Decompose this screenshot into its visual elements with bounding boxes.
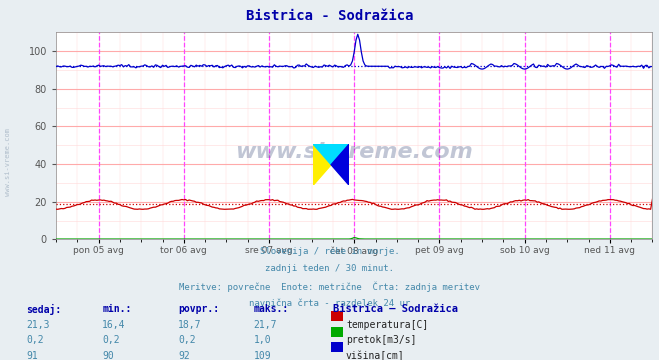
Text: Bistrica – Sodražica: Bistrica – Sodražica [333, 304, 458, 314]
Text: temperatura[C]: temperatura[C] [346, 320, 428, 330]
Text: zadnji teden / 30 minut.: zadnji teden / 30 minut. [265, 264, 394, 273]
Text: 0,2: 0,2 [26, 335, 44, 345]
Text: Slovenija / reke in morje.: Slovenija / reke in morje. [260, 247, 399, 256]
Text: navpična črta - razdelek 24 ur: navpična črta - razdelek 24 ur [249, 298, 410, 308]
Text: 21,7: 21,7 [254, 320, 277, 330]
Text: 18,7: 18,7 [178, 320, 202, 330]
Text: maks.:: maks.: [254, 304, 289, 314]
Polygon shape [313, 144, 331, 185]
Text: 0,2: 0,2 [178, 335, 196, 345]
Text: pretok[m3/s]: pretok[m3/s] [346, 335, 416, 345]
Text: 1,0: 1,0 [254, 335, 272, 345]
Text: 90: 90 [102, 351, 114, 360]
Text: Meritve: povrečne  Enote: metrične  Črta: zadnja meritev: Meritve: povrečne Enote: metrične Črta: … [179, 281, 480, 292]
Text: 21,3: 21,3 [26, 320, 50, 330]
Text: sedaj:: sedaj: [26, 304, 61, 315]
Text: 109: 109 [254, 351, 272, 360]
Text: višina[cm]: višina[cm] [346, 351, 405, 360]
Text: 16,4: 16,4 [102, 320, 126, 330]
Text: 0,2: 0,2 [102, 335, 120, 345]
Text: 91: 91 [26, 351, 38, 360]
Text: povpr.:: povpr.: [178, 304, 219, 314]
Text: min.:: min.: [102, 304, 132, 314]
Text: Bistrica - Sodražica: Bistrica - Sodražica [246, 9, 413, 23]
Text: www.si-vreme.com: www.si-vreme.com [5, 128, 11, 196]
Text: www.si-vreme.com: www.si-vreme.com [235, 143, 473, 162]
Polygon shape [331, 144, 349, 185]
Polygon shape [313, 144, 349, 165]
Text: 92: 92 [178, 351, 190, 360]
